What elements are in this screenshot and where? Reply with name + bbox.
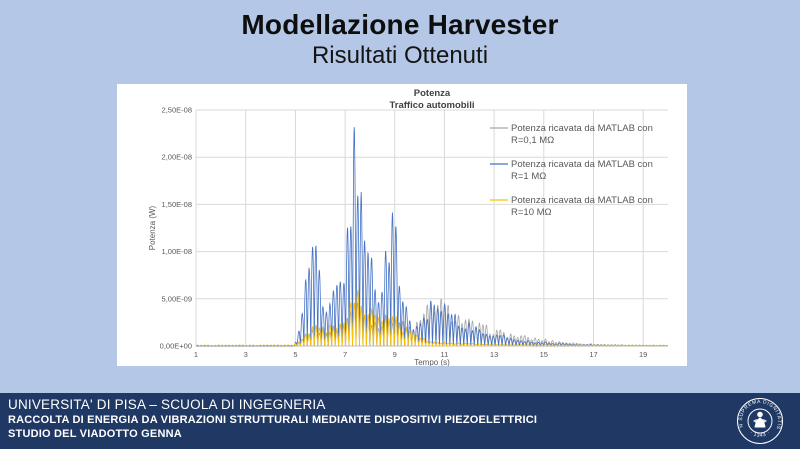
svg-text:17: 17 [589, 350, 597, 359]
svg-text:R=1 MΩ: R=1 MΩ [511, 171, 546, 182]
svg-text:Potenza: Potenza [414, 88, 451, 99]
svg-text:15: 15 [540, 350, 548, 359]
svg-text:1,00E-08: 1,00E-08 [162, 247, 192, 256]
seal-year: · 1343 · [749, 430, 772, 439]
footer-text-block: UNIVERSITA' DI PISA – SCUOLA DI INGEGNER… [8, 396, 710, 441]
svg-text:2,00E-08: 2,00E-08 [162, 153, 192, 162]
footer-thesis-title: RACCOLTA DI ENERGIA DA VIBRAZIONI STRUTT… [8, 414, 538, 426]
svg-text:Tempo (s): Tempo (s) [414, 358, 450, 366]
svg-text:Potenza ricavata da MATLAB con: Potenza ricavata da MATLAB con [511, 159, 653, 170]
svg-text:R=10 MΩ: R=10 MΩ [511, 207, 552, 218]
seal-inner-ring [747, 408, 773, 434]
svg-text:7: 7 [343, 350, 347, 359]
svg-text:3: 3 [244, 350, 248, 359]
slide-subtitle: Risultati Ottenuti [311, 42, 489, 69]
svg-text:5: 5 [293, 350, 297, 359]
svg-text:Potenza ricavata da MATLAB con: Potenza ricavata da MATLAB con [511, 123, 653, 134]
footer-bar: UNIVERSITA' DI PISA – SCUOLA DI INGEGNER… [0, 393, 800, 449]
seal-outer-ring [737, 398, 783, 444]
svg-text:9: 9 [393, 350, 397, 359]
svg-text:11: 11 [441, 350, 449, 359]
svg-text:Potenza ricavata da MATLAB con: Potenza ricavata da MATLAB con [511, 195, 653, 206]
seal-figure [753, 411, 767, 428]
svg-text:Traffico automobili: Traffico automobili [390, 100, 475, 111]
chart-panel: Potenza Traffico automobili 0,00E+00 5,00E-… [117, 84, 687, 366]
svg-text:5,00E-09: 5,00E-09 [162, 294, 192, 303]
footer-subtitle: STUDIO DEL VIADOTTO GENNA [8, 428, 182, 440]
svg-text:2,50E-08: 2,50E-08 [162, 106, 192, 115]
slide-title: Modellazione Harvester [241, 9, 559, 40]
svg-text:0,00E+00: 0,00E+00 [160, 342, 192, 351]
svg-text:1,50E-08: 1,50E-08 [162, 200, 192, 209]
unipi-seal-logo: IN SUPREMA DIGNITATIS · 1343 · [736, 397, 783, 444]
footer-university: UNIVERSITA' DI PISA – SCUOLA DI INGEGNER… [8, 397, 326, 412]
svg-text:13: 13 [490, 350, 498, 359]
svg-text:19: 19 [639, 350, 647, 359]
svg-text:1: 1 [194, 350, 198, 359]
svg-text:Potenza (W): Potenza (W) [148, 205, 157, 250]
svg-text:R=0,1 MΩ: R=0,1 MΩ [511, 135, 554, 146]
